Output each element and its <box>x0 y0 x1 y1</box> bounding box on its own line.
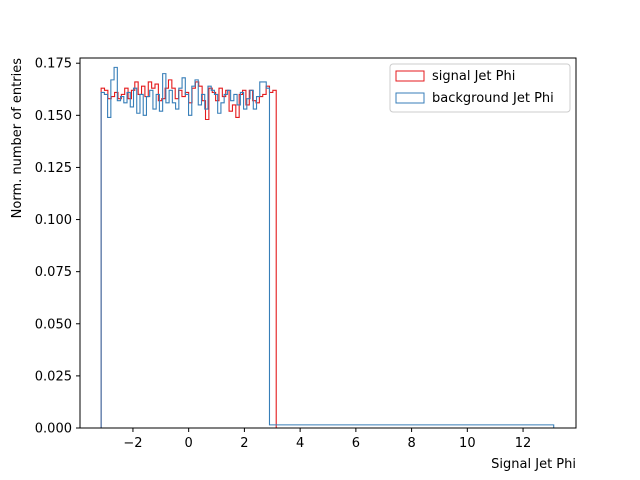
x-tick-label: −2 <box>123 436 142 451</box>
histogram-series <box>100 66 555 428</box>
legend-label-background: background Jet Phi <box>432 91 554 106</box>
plot-frame <box>79 57 577 429</box>
x-tick-label: 0 <box>185 436 193 451</box>
y-tick-label: 0.050 <box>35 317 72 332</box>
x-axis-label: Signal Jet Phi <box>491 457 576 472</box>
x-tick-label: 2 <box>240 436 248 451</box>
y-axis-label: Norm. number of entries <box>10 58 25 219</box>
y-tick-label: 0.075 <box>35 265 72 280</box>
legend-swatch-background <box>395 92 425 104</box>
legend-swatch-signal <box>395 70 425 82</box>
signal-histogram-line <box>100 79 277 428</box>
x-tick-label: 12 <box>515 436 532 451</box>
legend-label-signal: signal Jet Phi <box>432 69 515 84</box>
y-tick-label: 0.125 <box>35 161 72 176</box>
x-tick-label: 4 <box>296 436 304 451</box>
y-tick-label: 0.175 <box>35 57 72 72</box>
x-tick-label: 8 <box>407 436 415 451</box>
legend-box <box>389 63 571 113</box>
y-tick-label: 0.025 <box>35 369 72 384</box>
x-tick-label: 10 <box>459 436 476 451</box>
y-tick-label: 0.000 <box>35 422 72 437</box>
y-tick-label: 0.150 <box>35 109 72 124</box>
axis-ticks: −2 0 2 4 6 8 10 12 0.000 0.025 0.050 0.075 0.100 0.12… <box>35 57 532 451</box>
x-tick-label: 6 <box>352 436 360 451</box>
legend: signal Jet Phi background Jet Phi <box>389 63 571 113</box>
background-histogram-line <box>100 66 555 428</box>
y-tick-label: 0.100 <box>35 213 72 228</box>
